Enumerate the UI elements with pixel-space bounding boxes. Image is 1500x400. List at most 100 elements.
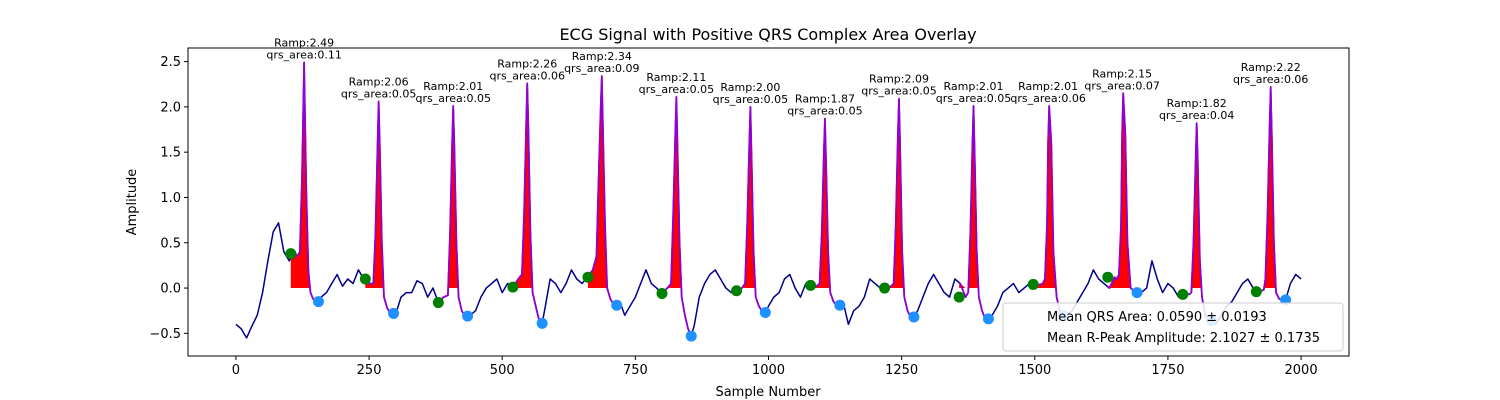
qrs-area-fill-10 (959, 105, 989, 289)
signal-lines (235, 61, 1302, 339)
q-point-6 (656, 287, 668, 299)
y-tick-label: 0.5 (160, 236, 181, 251)
qrs-area-fill-2 (365, 101, 394, 289)
x-tick-label: 750 (623, 363, 648, 378)
q-point-13 (1177, 288, 1189, 300)
x-axis-label: Sample Number (715, 385, 821, 400)
ramp-label-13: Ramp:1.82 (1167, 97, 1227, 110)
s-point-8 (834, 299, 846, 311)
qrs-area-fill-7 (736, 106, 766, 289)
qrs-area-label-7: qrs_area:0.05 (713, 93, 788, 106)
qrs-segment-7 (736, 105, 766, 314)
qrs-segment-12 (1107, 92, 1138, 294)
qrs-area-label-12: qrs_area:0.07 (1084, 79, 1159, 92)
qrs-area-label-3: qrs_area:0.05 (415, 92, 490, 105)
qrs-segment-5 (587, 75, 617, 307)
ramp-label-3: Ramp:2.01 (423, 80, 483, 93)
qrs-area-label-8: qrs_area:0.05 (787, 105, 862, 118)
s-point-1 (312, 296, 324, 308)
y-tick-label: 1.5 (160, 146, 181, 161)
ramp-label-4: Ramp:2.26 (497, 57, 557, 70)
s-point-12 (1131, 287, 1143, 299)
qrs-segment-4 (512, 82, 543, 324)
x-tick-label: 0 (232, 363, 240, 378)
y-tick-label: 2.5 (160, 55, 181, 70)
x-tick-label: 1500 (1018, 363, 1051, 378)
s-point-6 (685, 330, 697, 342)
qrs-segment-9 (884, 97, 914, 318)
qrs-area-fill-1 (290, 62, 319, 289)
peak-annotations: Ramp:2.49qrs_area:0.11Ramp:2.06qrs_area:… (266, 36, 1308, 122)
ramp-label-12: Ramp:2.15 (1092, 67, 1152, 80)
qrs-area-label-5: qrs_area:0.09 (564, 62, 639, 75)
q-point-4 (507, 281, 519, 293)
marker-points (285, 248, 1292, 342)
y-tick-label: 0.0 (160, 282, 181, 297)
qrs-area-fill-14 (1256, 86, 1286, 289)
x-tick-label: 250 (357, 363, 382, 378)
qrs-area-label-14: qrs_area:0.06 (1233, 73, 1308, 86)
qrs-area-label-11: qrs_area:0.06 (1010, 92, 1085, 105)
x-tick-label: 1250 (885, 363, 918, 378)
q-point-12 (1102, 271, 1114, 283)
ramp-label-7: Ramp:2.00 (720, 81, 780, 94)
ramp-label-8: Ramp:1.87 (795, 93, 855, 106)
x-axis-ticks: 0 250 500 750 1000 1250 1500 1750 2000 (232, 356, 1318, 378)
qrs-area-fill-3 (438, 105, 468, 289)
ramp-label-11: Ramp:2.01 (1018, 80, 1078, 93)
qrs-area-fills (290, 62, 1286, 289)
qrs-area-fill-8 (810, 118, 840, 289)
legend: Mean QRS Area: 0.0590 ± 0.0193 Mean R-Pe… (1002, 302, 1344, 352)
qrs-segment-2 (364, 100, 394, 315)
q-point-10 (953, 291, 965, 303)
x-tick-label: 2000 (1285, 363, 1318, 378)
qrs-area-label-2: qrs_area:0.05 (341, 87, 416, 100)
s-point-10 (982, 313, 994, 325)
legend-entry-qrs-area: Mean QRS Area: 0.0590 ± 0.0193 (1047, 310, 1267, 325)
ramp-label-9: Ramp:2.09 (869, 73, 929, 86)
qrs-area-fill-13 (1182, 123, 1212, 289)
s-point-4 (536, 317, 548, 329)
s-point-9 (908, 311, 920, 323)
q-point-14 (1250, 286, 1262, 298)
ramp-label-14: Ramp:2.22 (1241, 61, 1301, 74)
qrs-segment-14 (1255, 86, 1286, 301)
qrs-area-fill-12 (1107, 93, 1138, 289)
q-point-3 (432, 297, 444, 309)
qrs-area-fill-5 (587, 76, 617, 289)
legend-entry-r-peak-amplitude: Mean R-Peak Amplitude: 2.1027 ± 0.1735 (1047, 331, 1320, 346)
q-point-9 (879, 282, 891, 294)
x-tick-label: 1750 (1151, 363, 1184, 378)
qrs-segment-10 (958, 105, 989, 320)
qrs-area-label-13: qrs_area:0.04 (1159, 109, 1234, 122)
q-point-11 (1027, 278, 1039, 290)
qrs-area-fill-4 (512, 83, 543, 289)
qrs-area-fill-9 (884, 98, 914, 289)
x-tick-label: 1000 (752, 363, 785, 378)
qrs-segment-11 (1032, 105, 1064, 316)
y-axis-label: Amplitude (125, 169, 140, 236)
ramp-label-10: Ramp:2.01 (944, 80, 1004, 93)
s-point-2 (388, 307, 400, 319)
q-point-5 (582, 271, 594, 283)
q-point-8 (805, 279, 817, 291)
s-point-7 (759, 307, 771, 319)
ramp-label-6: Ramp:2.11 (646, 71, 706, 84)
q-point-1 (285, 248, 297, 260)
q-point-2 (359, 273, 371, 285)
chart-title: ECG Signal with Positive QRS Complex Are… (559, 25, 976, 44)
qrs-segment-8 (810, 117, 840, 307)
s-point-5 (611, 299, 623, 311)
y-tick-label: 2.0 (160, 100, 181, 115)
qrs-area-label-10: qrs_area:0.05 (936, 92, 1011, 105)
ramp-label-1: Ramp:2.49 (274, 36, 334, 49)
y-axis-ticks: −0.5 0.0 0.5 1.0 1.5 2.0 2.5 (149, 55, 188, 342)
qrs-segment-6 (661, 96, 693, 337)
qrs-area-label-9: qrs_area:0.05 (861, 85, 936, 98)
y-tick-label: 1.0 (160, 191, 181, 206)
ramp-label-2: Ramp:2.06 (349, 75, 409, 88)
ramp-label-5: Ramp:2.34 (572, 50, 632, 63)
qrs-area-label-6: qrs_area:0.05 (639, 83, 714, 96)
x-tick-label: 500 (490, 363, 515, 378)
